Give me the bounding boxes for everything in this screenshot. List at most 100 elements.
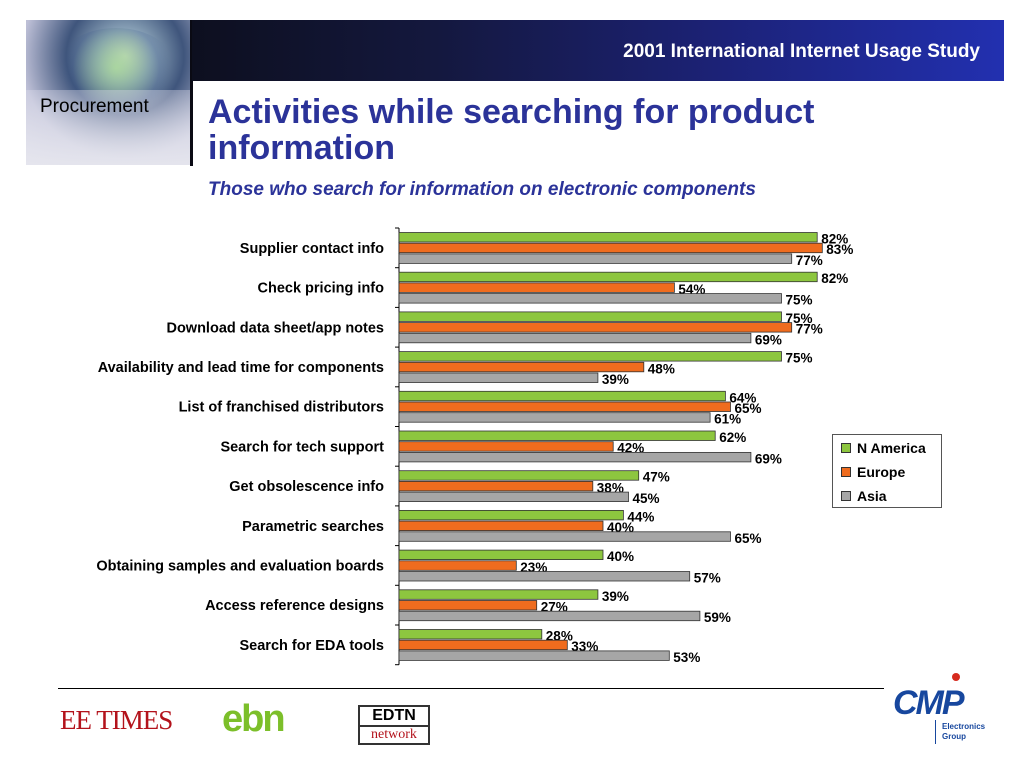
legend-label: Asia	[857, 488, 887, 504]
bar-europe	[398, 520, 604, 532]
category-label: Availability and lead time for component…	[98, 360, 384, 376]
category-label: Obtaining samples and evaluation boards	[96, 558, 384, 574]
data-label: 42%	[617, 441, 644, 456]
data-label: 40%	[607, 549, 634, 564]
edtn-logo-top: EDTN	[360, 707, 428, 727]
cmp-logo-sub1: Electronics	[942, 722, 986, 731]
category-label: Parametric searches	[242, 519, 384, 535]
bar-europe	[398, 600, 538, 611]
slide-subtitle: Those who search for information on elec…	[208, 179, 756, 200]
bar-n-america	[398, 390, 726, 402]
bar-n-america	[398, 509, 624, 521]
bar-asia	[398, 293, 782, 304]
category-label: Check pricing info	[258, 281, 385, 297]
bar-europe	[398, 639, 568, 651]
bar-asia	[398, 531, 731, 542]
bar-asia	[398, 650, 670, 661]
header-bar: 2001 International Internet Usage Study	[192, 20, 1004, 81]
slide-title: Activities while searching for product i…	[208, 93, 815, 167]
bar-europe	[398, 242, 823, 254]
cmp-logo-sub2: Group	[942, 732, 966, 741]
bar-europe	[398, 361, 645, 373]
category-label: Search for tech support	[220, 439, 384, 455]
bar-europe	[398, 282, 675, 293]
data-label: 45%	[633, 491, 660, 506]
legend-swatch	[841, 467, 851, 477]
data-label: 69%	[755, 451, 782, 466]
legend-item: N America	[841, 438, 926, 458]
data-label: 65%	[735, 531, 762, 546]
legend-label: N America	[857, 440, 926, 456]
bar-europe	[398, 322, 793, 333]
category-label: Download data sheet/app notes	[166, 320, 384, 336]
data-label: 47%	[643, 470, 670, 485]
legend-label: Europe	[857, 464, 906, 480]
bar-asia	[398, 332, 752, 344]
bar-asia	[398, 412, 711, 423]
legend-swatch	[841, 491, 851, 501]
edtn-logo-bottom: network	[371, 727, 417, 742]
category-label: Search for EDA tools	[240, 638, 385, 654]
data-label: 27%	[541, 600, 568, 615]
data-label: 75%	[786, 293, 813, 308]
bar-asia	[398, 491, 629, 503]
data-label: 61%	[714, 412, 741, 427]
data-label: 77%	[796, 322, 823, 337]
bar-n-america	[398, 470, 640, 481]
footer-rule	[58, 688, 884, 689]
data-label: 54%	[678, 282, 705, 297]
data-label: 48%	[648, 361, 675, 376]
category-label: Supplier contact info	[240, 241, 384, 257]
data-label: 33%	[571, 639, 598, 654]
data-label: 53%	[673, 650, 700, 665]
cmp-logo-dot	[952, 673, 960, 681]
bar-europe	[398, 560, 517, 571]
data-label: 69%	[755, 332, 782, 347]
data-label: 28%	[546, 629, 573, 644]
data-label: 62%	[719, 430, 746, 445]
cmp-logo-subtitle: Electronics Group	[942, 722, 985, 742]
eetimes-logo: EE TIMES	[60, 705, 173, 735]
data-label: 39%	[602, 372, 629, 387]
header-title: 2001 International Internet Usage Study	[623, 41, 980, 62]
legend-swatch	[841, 443, 851, 453]
bar-n-america	[398, 271, 818, 283]
data-label: 59%	[704, 610, 731, 625]
data-label: 38%	[597, 480, 624, 495]
data-label: 44%	[627, 509, 654, 524]
data-label: 57%	[694, 571, 721, 586]
bar-asia	[398, 451, 752, 463]
globe-fade	[26, 90, 191, 165]
section-label: Procurement	[40, 96, 149, 117]
data-label: 39%	[602, 589, 629, 604]
globe-image	[26, 20, 191, 165]
data-label: 75%	[786, 351, 813, 366]
bar-europe	[398, 401, 731, 412]
legend-item: Asia	[841, 486, 887, 506]
data-label: 23%	[520, 560, 547, 575]
data-label: 82%	[821, 232, 848, 247]
bar-n-america	[398, 311, 782, 322]
bar-n-america	[398, 351, 782, 362]
cmp-logo-rule	[935, 720, 936, 744]
legend-item: Europe	[841, 462, 905, 482]
ebn-logo: ebn	[222, 698, 286, 740]
data-label: 40%	[607, 520, 634, 535]
edtn-logo: EDTN network	[358, 705, 430, 745]
category-label: List of franchised distributors	[179, 400, 384, 416]
category-label: Get obsolescence info	[229, 479, 384, 495]
bar-europe	[398, 480, 594, 492]
data-label: 77%	[796, 253, 823, 268]
data-label: 83%	[826, 242, 853, 257]
data-label: 82%	[821, 271, 848, 286]
data-label: 65%	[735, 401, 762, 416]
bar-n-america	[398, 430, 716, 441]
chart-legend: N America Europe Asia	[832, 434, 942, 508]
data-label: 75%	[786, 311, 813, 326]
bar-asia	[398, 610, 701, 622]
bar-n-america	[398, 549, 604, 561]
bar-asia	[398, 372, 599, 383]
bar-europe	[398, 441, 614, 452]
cmp-logo: CMP	[893, 684, 965, 722]
